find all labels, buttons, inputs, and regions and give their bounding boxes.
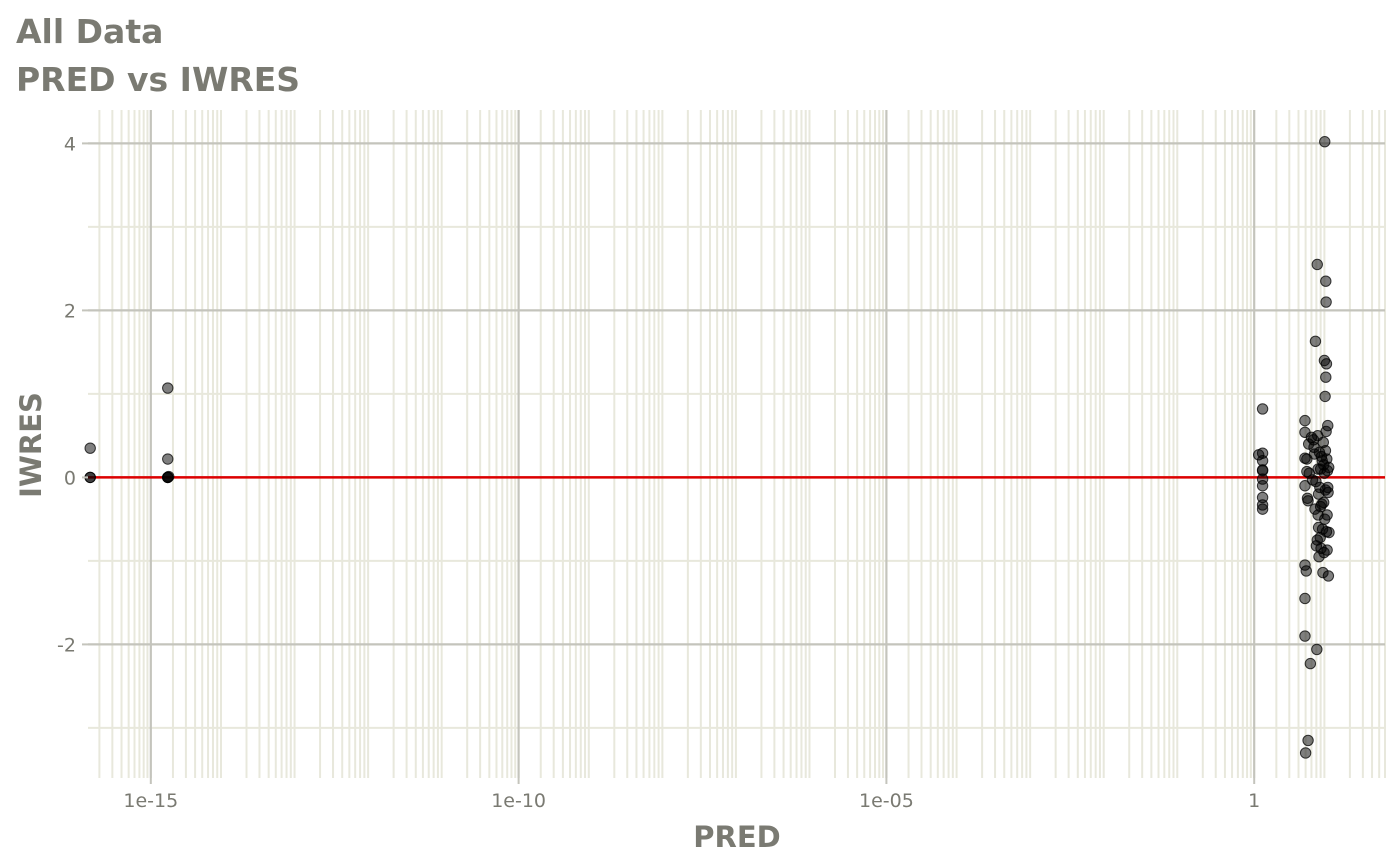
- data-point: [1317, 496, 1330, 509]
- x-tick-label: 1: [1248, 790, 1260, 812]
- data-point: [1299, 480, 1311, 492]
- data-point: [84, 442, 96, 454]
- data-point: [1323, 526, 1335, 539]
- data-point: [1321, 544, 1333, 556]
- data-point: [1299, 747, 1312, 759]
- minor-grid: [88, 110, 1386, 778]
- data-point: [162, 470, 175, 483]
- data-point: [1322, 486, 1334, 499]
- data-point: [1304, 657, 1317, 670]
- data-point: [1311, 258, 1323, 271]
- x-axis-title: PRED: [693, 820, 780, 854]
- data-point: [1311, 643, 1323, 656]
- data-point: [1320, 371, 1332, 383]
- data-point: [1299, 414, 1311, 427]
- y-axis-ticks: -2 0 2 4: [57, 133, 88, 656]
- data-point: [1320, 296, 1332, 308]
- x-tick-label: 1e-10: [491, 790, 546, 812]
- y-tick-label: 4: [64, 133, 76, 155]
- data-point: [1323, 461, 1335, 474]
- data-point: [1320, 358, 1333, 370]
- data-point: [1256, 503, 1269, 515]
- x-tick-label: 1e-15: [123, 790, 178, 812]
- data-points: [84, 136, 1335, 759]
- data-point: [162, 453, 174, 465]
- data-point: [1299, 630, 1311, 642]
- y-tick-label: -2: [57, 634, 76, 656]
- data-point: [162, 382, 174, 394]
- data-point: [1319, 390, 1331, 403]
- x-axis-ticks: 1e-15 1e-10 1e-05 1: [123, 778, 1260, 812]
- data-point: [1302, 495, 1314, 507]
- data-point: [1302, 734, 1314, 747]
- y-tick-label: 2: [64, 300, 76, 322]
- data-point: [1299, 592, 1311, 605]
- y-tick-label: 0: [64, 467, 76, 489]
- chart-subtitle: PRED vs IWRES: [16, 60, 301, 99]
- x-tick-label: 1e-05: [859, 790, 914, 812]
- data-point: [1322, 570, 1335, 582]
- data-point: [1319, 136, 1331, 148]
- data-point: [1309, 335, 1322, 347]
- chart-title: All Data: [16, 12, 164, 51]
- data-point: [1256, 403, 1269, 415]
- y-axis-title: IWRES: [14, 392, 48, 498]
- data-point: [1320, 275, 1332, 287]
- data-point: [1322, 419, 1334, 432]
- data-point: [1321, 509, 1333, 521]
- data-point: [1300, 565, 1312, 577]
- data-point: [1256, 480, 1269, 492]
